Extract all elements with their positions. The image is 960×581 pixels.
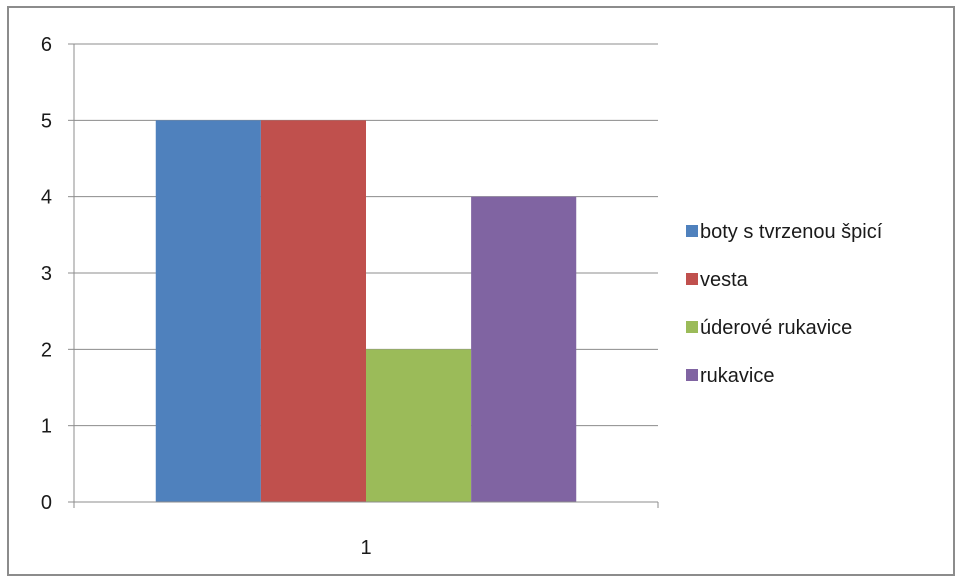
x-axis-ticks: 1 [360, 537, 371, 559]
legend-swatch [686, 369, 698, 381]
bar-1 [155, 120, 261, 502]
y-axis-ticks: 0 1 2 3 4 5 6 [41, 34, 52, 514]
y-tick-label: 1 [41, 416, 52, 438]
legend-swatch [686, 273, 698, 285]
legend: boty s tvrzenou špicí vesta úderové rukavi… [686, 221, 883, 387]
y-tick-label: 5 [41, 110, 52, 132]
bar-3 [366, 349, 472, 502]
bars [155, 120, 577, 502]
y-tick-label: 0 [41, 492, 52, 514]
legend-item: úderové rukavice [686, 317, 852, 339]
legend-item: rukavice [686, 365, 774, 387]
legend-label: vesta [700, 269, 749, 291]
y-tick-label: 2 [41, 339, 52, 361]
legend-item: vesta [686, 269, 749, 291]
legend-label: boty s tvrzenou špicí [700, 221, 883, 243]
legend-item: boty s tvrzenou špicí [686, 221, 883, 243]
bar-4 [471, 196, 577, 502]
axes [68, 43, 659, 508]
y-tick-label: 3 [41, 263, 52, 285]
x-tick-label: 1 [360, 537, 371, 559]
legend-label: rukavice [700, 365, 774, 387]
bar-2 [260, 120, 366, 502]
y-tick-label: 6 [41, 34, 52, 56]
legend-swatch [686, 225, 698, 237]
y-tick-label: 4 [41, 187, 52, 209]
legend-swatch [686, 321, 698, 333]
legend-label: úderové rukavice [700, 317, 852, 339]
